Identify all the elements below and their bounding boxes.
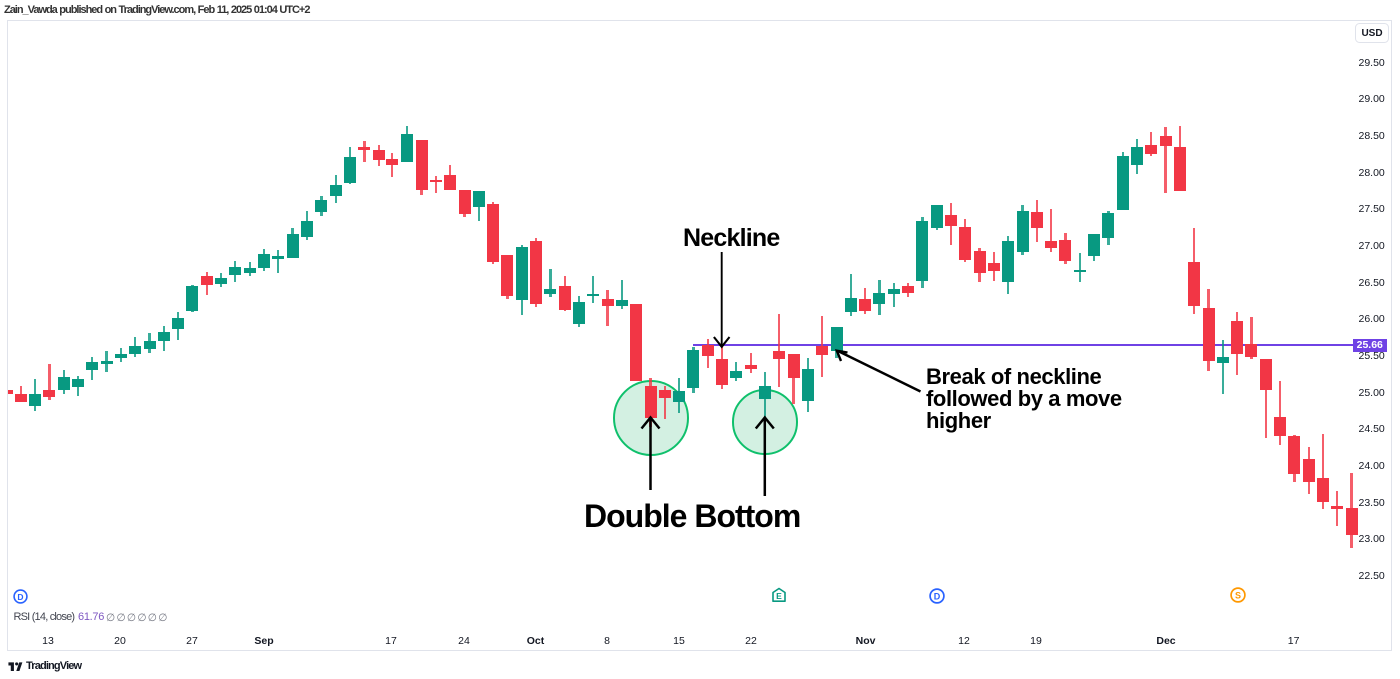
svg-text:S: S	[1235, 591, 1241, 601]
svg-text:D: D	[934, 592, 941, 602]
svg-text:D: D	[17, 592, 23, 602]
svg-text:E: E	[776, 591, 782, 601]
